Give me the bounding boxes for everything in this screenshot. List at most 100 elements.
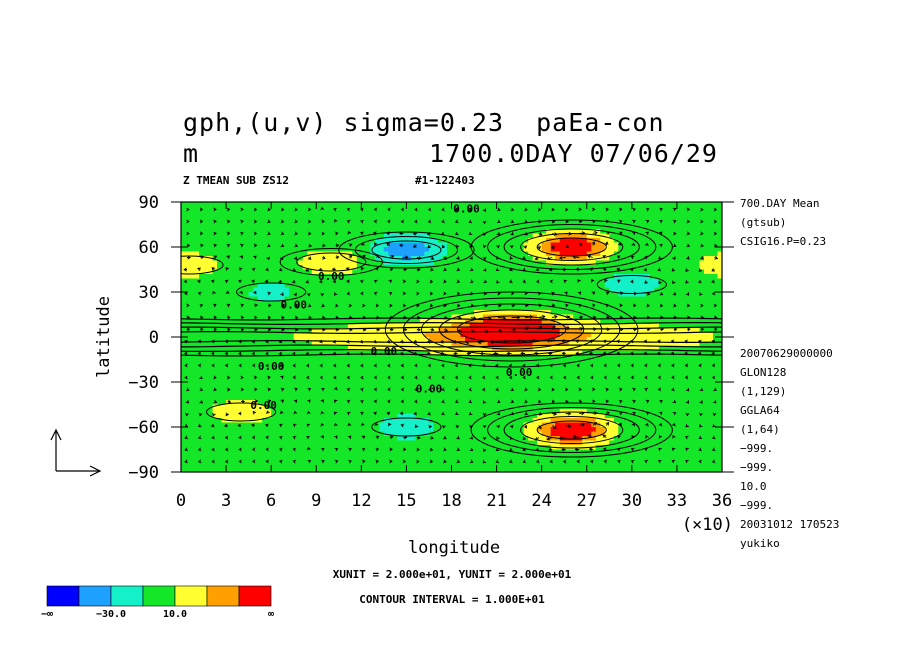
heatmap-cell — [469, 359, 475, 365]
heatmap-cell — [528, 202, 534, 208]
heatmap-cell — [483, 283, 489, 289]
heatmap-cell — [591, 287, 597, 293]
heatmap-cell — [514, 319, 520, 325]
heatmap-cell — [681, 206, 687, 212]
heatmap-cell — [573, 310, 579, 316]
heatmap-cell — [672, 377, 678, 383]
heatmap-cell — [600, 256, 606, 262]
heatmap-cell — [284, 373, 290, 379]
heatmap-cell — [212, 346, 218, 352]
heatmap-cell — [212, 292, 218, 298]
heatmap-cell — [428, 350, 435, 356]
heatmap-cell — [257, 220, 263, 226]
heatmap-cell — [582, 355, 588, 361]
heatmap-cell — [298, 305, 304, 311]
heatmap-cell — [474, 355, 480, 361]
heatmap-cell — [442, 382, 448, 388]
heatmap-cell — [289, 364, 295, 370]
heatmap-cell — [235, 301, 241, 307]
heatmap-cell — [681, 328, 687, 334]
heatmap-cell — [505, 341, 511, 347]
heatmap-cell — [217, 269, 223, 275]
heatmap-cell — [690, 350, 696, 356]
heatmap-cell — [631, 337, 637, 343]
heatmap-cell — [546, 242, 552, 248]
heatmap-cell — [203, 211, 209, 217]
heatmap-cell — [239, 346, 245, 352]
heatmap-cell — [199, 251, 205, 257]
heatmap-cell — [221, 251, 227, 257]
heatmap-cell — [658, 350, 664, 356]
heatmap-cell — [586, 283, 592, 289]
heatmap-cell — [519, 377, 525, 383]
heatmap-cell — [636, 346, 642, 352]
heatmap-cell — [316, 323, 322, 329]
heatmap-cell — [712, 305, 719, 311]
heatmap-cell — [636, 206, 642, 212]
heatmap-cell — [622, 323, 628, 329]
heatmap-cell — [343, 341, 349, 347]
heatmap-cell — [568, 274, 574, 280]
heatmap-cell — [446, 346, 453, 352]
heatmap-cell — [667, 233, 674, 239]
heatmap-cell — [428, 341, 435, 347]
heatmap-cell — [316, 220, 322, 226]
heatmap-cell — [676, 287, 683, 293]
heatmap-cell — [266, 215, 272, 221]
heatmap-cell — [555, 332, 561, 338]
heatmap-cell — [262, 382, 268, 388]
heatmap-cell — [437, 283, 444, 289]
heatmap-cell — [235, 256, 241, 262]
heatmap-cell — [613, 256, 619, 262]
heatmap-cell — [636, 202, 642, 208]
heatmap-cell — [622, 319, 628, 325]
heatmap-cell — [235, 220, 241, 226]
heatmap-cell — [401, 206, 408, 212]
heatmap-cell — [275, 314, 281, 320]
heatmap-cell — [519, 242, 525, 248]
heatmap-cell — [343, 238, 349, 244]
heatmap-cell — [383, 341, 389, 347]
heatmap-cell — [392, 215, 398, 221]
heatmap-cell — [519, 202, 525, 208]
heatmap-cell — [492, 220, 498, 226]
heatmap-cell — [424, 301, 430, 307]
heatmap-cell — [226, 283, 232, 289]
heatmap-cell — [329, 341, 335, 347]
heatmap-cell — [681, 265, 687, 271]
heatmap-cell — [676, 242, 683, 248]
heatmap-cell — [478, 319, 484, 325]
heatmap-cell — [550, 238, 556, 244]
heatmap-cell — [365, 283, 371, 289]
heatmap-cell — [510, 350, 516, 356]
heatmap-cell — [307, 337, 313, 343]
heatmap-cell — [532, 283, 538, 289]
heatmap-cell — [483, 368, 489, 374]
heatmap-cell — [365, 202, 371, 208]
heatmap-cell — [577, 305, 583, 311]
heatmap-cell — [194, 247, 200, 253]
heatmap-cell — [645, 211, 651, 217]
heatmap-cell — [582, 323, 588, 329]
heatmap-cell — [586, 323, 592, 329]
heatmap-cell — [379, 287, 385, 293]
heatmap-cell — [208, 364, 214, 370]
heatmap-cell — [492, 337, 498, 343]
heatmap-cell — [262, 202, 268, 208]
heatmap-cell — [577, 269, 583, 275]
heatmap-cell — [649, 341, 655, 347]
heatmap-cell — [627, 355, 633, 361]
heatmap-cell — [185, 274, 191, 280]
heatmap-cell — [401, 355, 408, 361]
heatmap-cell — [415, 346, 421, 352]
heatmap-cell — [230, 305, 236, 311]
heatmap-cell — [631, 355, 637, 361]
heatmap-cell — [649, 319, 655, 325]
heatmap-cell — [510, 251, 516, 257]
heatmap-cell — [514, 260, 520, 266]
heatmap-cell — [708, 310, 714, 316]
heatmap-cell — [690, 328, 696, 334]
heatmap-cell — [703, 368, 710, 374]
heatmap-cell — [586, 251, 592, 257]
heatmap-cell — [208, 377, 214, 383]
